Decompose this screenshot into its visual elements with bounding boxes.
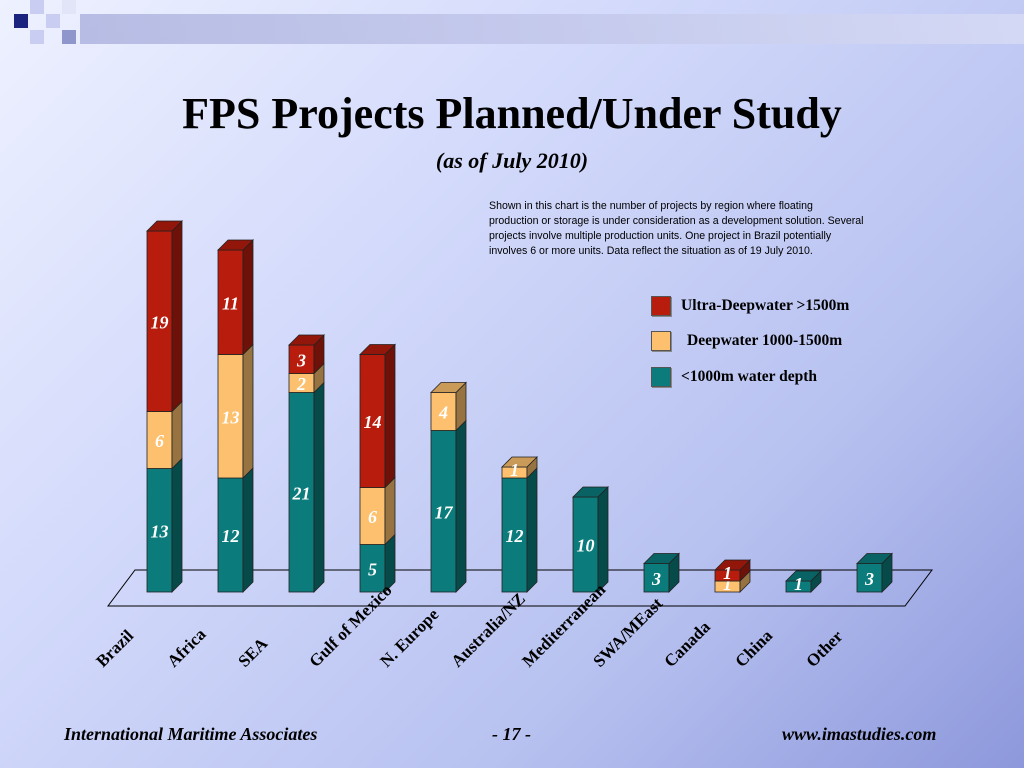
bar-top-other-shallow <box>856 553 893 564</box>
bar-side-n-europe-shallow <box>455 419 467 593</box>
legend-swatch-ultra <box>651 296 671 316</box>
bar-n-europe-deep <box>430 392 457 431</box>
bar-africa-ultra <box>217 249 244 355</box>
legend-swatch-deep <box>651 331 671 351</box>
bar-gulf-of-mexico-deep <box>359 487 386 545</box>
bar-brazil-deep <box>146 411 173 469</box>
chart-note: Shown in this chart is the number of pro… <box>489 200 864 257</box>
bar-brazil-shallow <box>146 468 173 593</box>
bar-side-australia-nz-shallow <box>526 467 538 593</box>
legend-item-shallow: <1000m water depth <box>651 366 817 388</box>
bar-australia-nz-shallow <box>501 477 528 593</box>
legend-label-shallow: <1000m water depth <box>681 368 817 385</box>
data-label-brazil-ultra: 19 <box>151 312 169 332</box>
data-label-brazil-shallow: 13 <box>151 521 169 541</box>
data-label-n-europe-deep: 4 <box>438 403 448 423</box>
bar-side-africa-shallow <box>242 467 254 593</box>
bar-sea-ultra <box>288 344 315 374</box>
bar-top-china-shallow <box>785 570 822 582</box>
legend-item-deep: Deepwater 1000-1500m <box>651 330 842 352</box>
bar-sea-shallow <box>288 392 315 593</box>
data-label-swa-meast-shallow: 3 <box>651 569 661 589</box>
bar-top-africa-ultra <box>217 239 254 251</box>
footer-page-number: - 17 - <box>492 724 531 744</box>
bar-top-brazil-ultra <box>146 220 183 232</box>
bar-side-brazil-shallow <box>171 457 183 593</box>
bar-top-canada-ultra <box>714 559 751 571</box>
legend-label-ultra: Ultra-Deepwater >1500m <box>681 297 850 314</box>
data-label-africa-deep: 13 <box>222 407 240 427</box>
corner-decoration <box>0 0 80 60</box>
bar-top-gulf-of-mexico-ultra <box>359 344 396 355</box>
legend-label-deep: Deepwater 1000-1500m <box>687 332 843 349</box>
bar-side-brazil-deep <box>171 400 183 470</box>
top-band <box>80 14 1024 44</box>
footer-right: www.imastudies.com <box>782 724 937 744</box>
category-label-china: China <box>731 626 776 671</box>
category-label-canada: Canada <box>660 617 714 671</box>
data-label-canada-ultra: 1 <box>723 563 732 583</box>
legend-swatch-shallow <box>651 367 671 387</box>
bar-top-mediterranean-shallow <box>572 486 609 498</box>
chart-floor <box>107 569 933 607</box>
category-label-africa: Africa <box>163 624 209 670</box>
bar-top-n-europe-deep <box>430 382 467 393</box>
data-label-australia-nz-deep: 1 <box>510 460 519 480</box>
bar-n-europe-shallow <box>430 430 457 593</box>
category-label-other: Other <box>802 626 846 670</box>
category-label-sea: SEA <box>234 633 271 670</box>
data-label-china-shallow: 1 <box>794 574 803 594</box>
data-label-africa-ultra: 11 <box>222 293 239 313</box>
bar-side-gulf-of-mexico-ultra <box>384 343 396 489</box>
data-label-other-shallow: 3 <box>864 569 874 589</box>
data-label-mediterranean-shallow: 10 <box>577 536 595 556</box>
slide-subtitle: (as of July 2010) <box>435 148 589 173</box>
bar-top-australia-nz-deep <box>501 456 538 468</box>
data-label-gulf-of-mexico-ultra: 14 <box>364 412 382 432</box>
data-label-gulf-of-mexico-deep: 6 <box>368 507 377 527</box>
bar-side-africa-deep <box>242 343 254 479</box>
bar-side-mediterranean-shallow <box>597 486 609 593</box>
footer-left: International Maritime Associates <box>64 724 318 744</box>
bar-side-gulf-of-mexico-deep <box>384 476 396 546</box>
data-label-sea-deep: 2 <box>296 374 306 394</box>
bar-side-sea-shallow <box>313 381 325 593</box>
data-label-australia-nz-shallow: 12 <box>506 526 524 546</box>
data-label-sea-ultra: 3 <box>296 350 306 370</box>
category-label-n-europe: N. Europe <box>376 605 442 671</box>
data-label-gulf-of-mexico-shallow: 5 <box>368 559 377 579</box>
bar-top-sea-ultra <box>288 334 325 346</box>
data-label-africa-shallow: 12 <box>222 526 240 546</box>
bar-side-brazil-ultra <box>171 220 183 413</box>
data-label-canada-deep: 1 <box>723 574 732 594</box>
category-label-australia-nz: Australia/NZ <box>447 589 529 671</box>
category-label-brazil: Brazil <box>92 626 137 671</box>
bar-side-africa-ultra <box>242 239 254 356</box>
bar-gulf-of-mexico-ultra <box>359 354 386 488</box>
data-label-brazil-deep: 6 <box>155 431 164 451</box>
data-label-sea-shallow: 21 <box>292 483 311 503</box>
slide-title: FPS Projects Planned/Under Study <box>182 89 842 138</box>
category-label-swa-meast: SWA/MEast <box>589 594 666 671</box>
legend-item-ultra: Ultra-Deepwater >1500m <box>651 295 849 317</box>
bar-other-shallow <box>856 563 883 593</box>
data-label-n-europe-shallow: 17 <box>435 502 454 522</box>
bar-brazil-ultra <box>146 230 173 412</box>
bar-top-swa-meast-shallow <box>643 553 680 564</box>
